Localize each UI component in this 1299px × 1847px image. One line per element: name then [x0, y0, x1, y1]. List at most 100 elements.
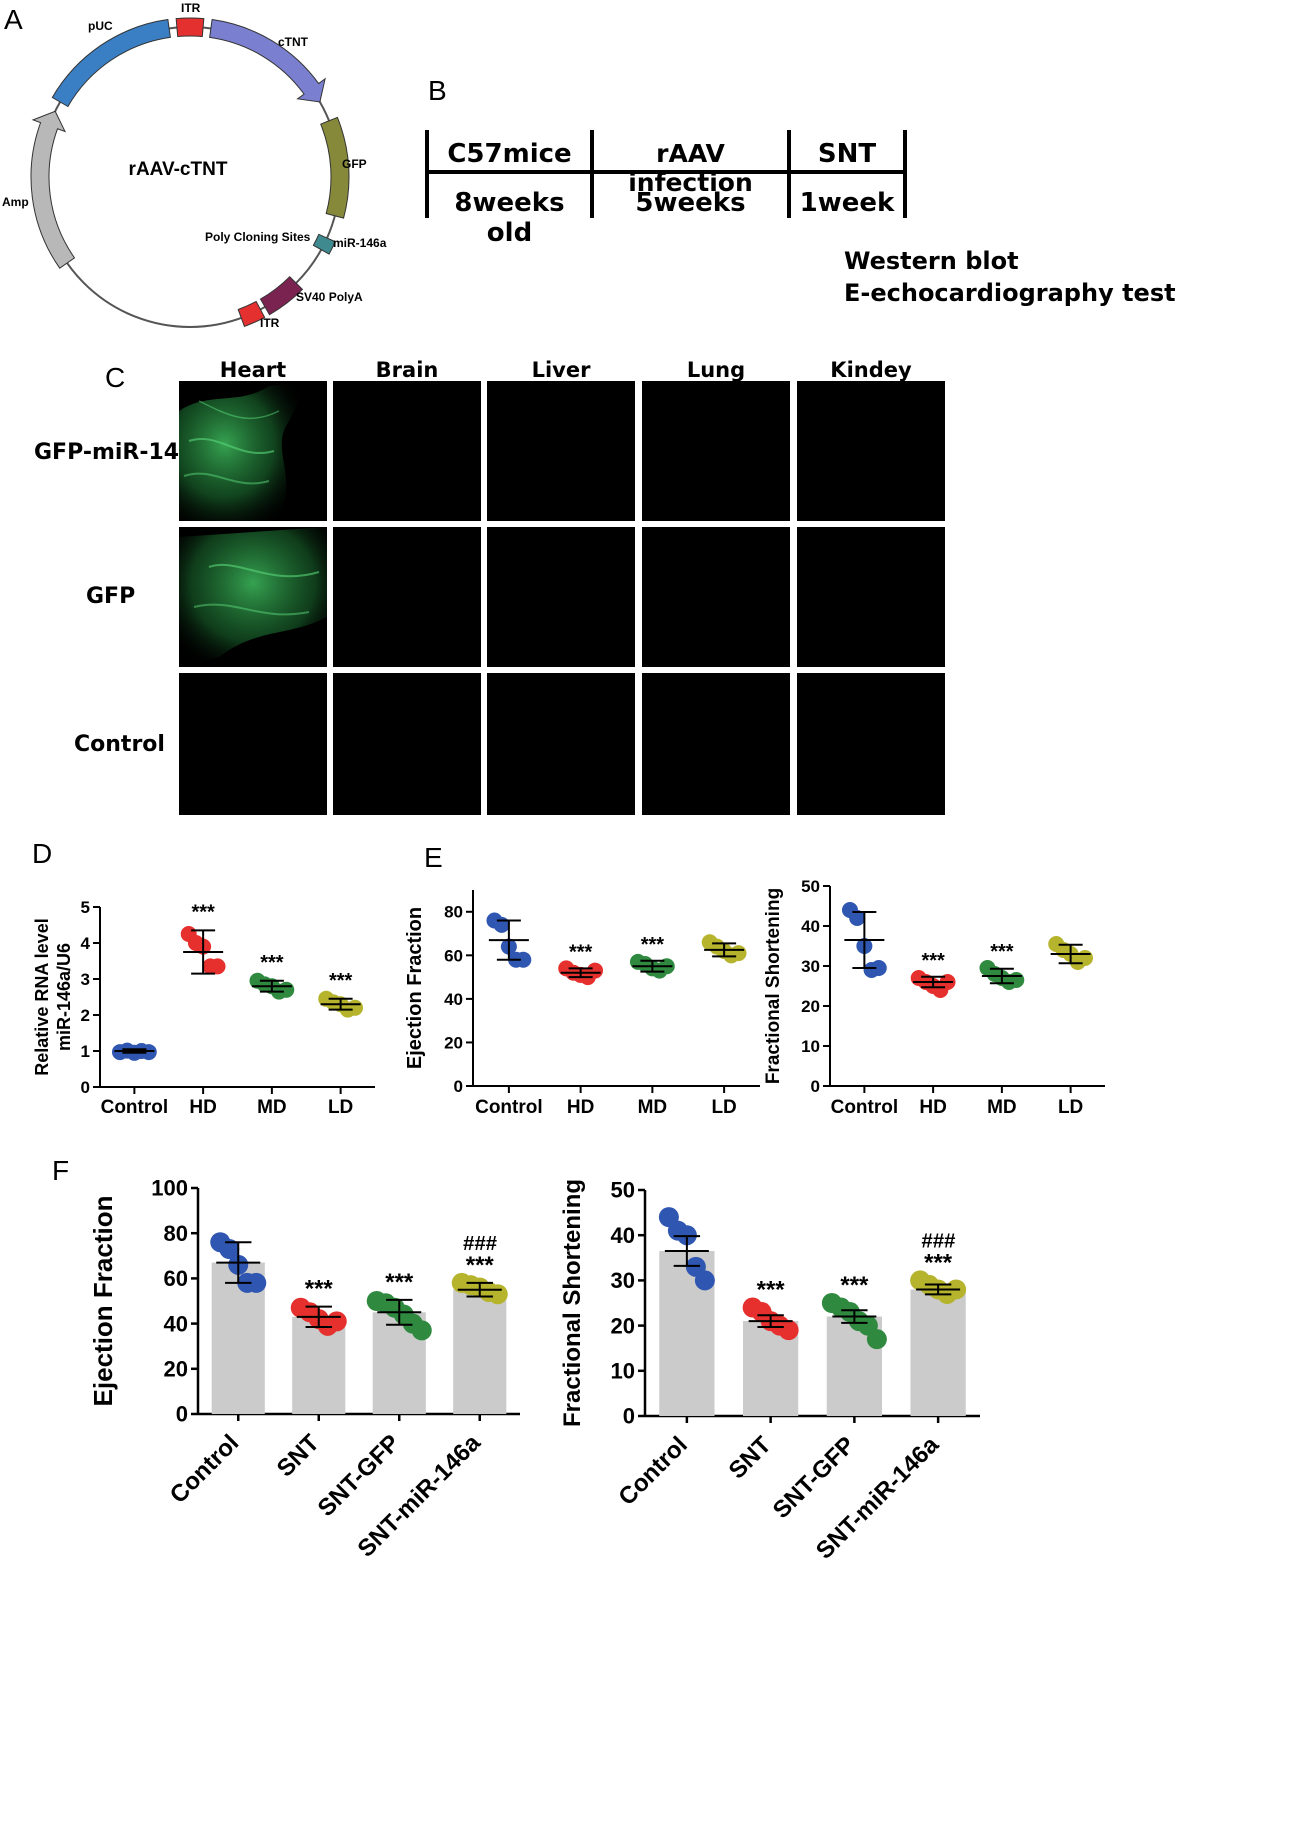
significance-label: ***	[921, 950, 945, 972]
x-tick-label-1: HD	[567, 1097, 594, 1118]
tile-control-kindey	[797, 673, 945, 815]
y-axis-label: Ejection Fraction	[404, 907, 426, 1069]
bar-1	[292, 1316, 346, 1414]
plasmid-center-label: rAAV-cTNT	[129, 159, 228, 180]
panel-letter-c: C	[105, 362, 126, 393]
col-kindey: Kindey	[830, 358, 912, 382]
data-point	[219, 1239, 240, 1260]
y-tick-label-1: 1	[81, 1042, 90, 1061]
data-point	[347, 999, 364, 1016]
timeline-tick-0	[425, 130, 429, 218]
label-amp: Amp	[2, 195, 29, 209]
label-itr-top: ITR	[181, 1, 201, 15]
significance-label: ***	[924, 1249, 953, 1276]
x-tick-label-0: Control	[613, 1431, 692, 1510]
data-point	[587, 962, 604, 979]
y-tick-label-0: 0	[811, 1077, 820, 1096]
y-tick-label-3: 60	[444, 946, 463, 965]
y-tick-label-2: 2	[81, 1006, 90, 1025]
bar-3	[453, 1289, 507, 1414]
row-gfp: GFP	[86, 584, 136, 609]
significance-label: ***	[840, 1272, 869, 1299]
significance-label: ***	[260, 952, 284, 974]
timeline-top-1: rAAV infection	[628, 139, 753, 197]
assay-western: Western blot	[844, 247, 1019, 275]
tile-control-lung	[642, 673, 790, 815]
y-tick-label-5: 50	[801, 877, 820, 896]
plasmid-arc-ctnt	[209, 18, 326, 103]
heart-fluorescence-2	[179, 527, 327, 667]
tile-gfp-lung	[642, 527, 790, 667]
significance-label: ***	[191, 901, 215, 923]
significance-label: ***	[990, 941, 1014, 963]
label-gfp: GFP	[342, 157, 367, 171]
tile-gfp-kindey	[797, 527, 945, 667]
y-tick-label-5: 5	[81, 898, 90, 917]
significance-label: ***	[329, 970, 353, 992]
y-tick-label-4: 80	[164, 1221, 188, 1246]
plasmid-arc-amp	[30, 110, 76, 269]
y-axis-label: Fractional Shortening	[559, 1179, 586, 1427]
plasmid-arc-sv40	[259, 275, 304, 316]
x-tick-label-1: HD	[919, 1097, 946, 1118]
x-tick-label-0: Control	[165, 1429, 244, 1508]
y-tick-label-4: 80	[444, 903, 463, 922]
data-point	[246, 1272, 267, 1293]
bar-3	[910, 1289, 966, 1416]
y-tick-label-2: 20	[611, 1313, 635, 1338]
significance-label: ***	[466, 1252, 495, 1279]
timeline-tick-3	[903, 130, 907, 218]
data-point	[730, 945, 747, 962]
data-point	[1008, 972, 1025, 988]
y-axis-label: Relative RNA level	[32, 918, 52, 1075]
col-lung: Lung	[686, 358, 746, 382]
x-tick-label-3: LD	[328, 1097, 353, 1118]
timeline-tick-1	[590, 130, 594, 218]
y-tick-label-3: 30	[801, 957, 820, 976]
x-tick-label-3: LD	[711, 1097, 736, 1118]
y-tick-label-0: 0	[623, 1404, 635, 1429]
timeline-bottom-1: 5weeks	[635, 188, 746, 218]
y-axis-label: miR-146a/U6	[54, 943, 74, 1051]
x-tick-label-2: MD	[638, 1097, 668, 1118]
label-mir: miR-146a	[333, 236, 387, 250]
tile-gfp-brain	[333, 527, 481, 667]
x-tick-label-2: MD	[257, 1097, 287, 1118]
panel-letter-e: E	[424, 842, 443, 873]
y-tick-label-4: 4	[81, 934, 91, 953]
y-axis-label: Fractional Shortening	[763, 888, 784, 1084]
panel-letter-d: D	[32, 838, 53, 869]
y-axis-label: Ejection Fraction	[88, 1196, 118, 1407]
col-liver: Liver	[531, 358, 591, 382]
x-tick-label-1: SNT	[724, 1431, 777, 1484]
tile-gfp-mir-brain	[333, 381, 481, 521]
plasmid-map: rAAV-cTNT pUC ITR cTNT GFP Poly Cloning …	[2, 1, 387, 330]
y-tick-label-3: 30	[611, 1268, 635, 1293]
chart-f-ejection: 0 20 40 60 80 100 Ejection Fraction Control SNT *…	[88, 1176, 520, 1563]
chart-d: 0 1 2 3 4 5 Relative RNA level miR-146a/U6 Contr…	[32, 898, 375, 1118]
tile-gfp-mir-heart	[179, 381, 327, 521]
data-point	[694, 1270, 715, 1291]
y-tick-label-0: 0	[81, 1078, 90, 1097]
x-tick-label-2: MD	[987, 1097, 1017, 1118]
tile-gfp-mir-kindey	[797, 381, 945, 521]
y-tick-label-5: 50	[611, 1178, 635, 1203]
y-tick-label-2: 40	[164, 1311, 188, 1336]
col-heart: Heart	[219, 358, 287, 382]
data-point	[278, 981, 295, 998]
timeline-top-0: C57mice	[447, 139, 572, 169]
data-point	[778, 1320, 799, 1341]
panel-letter-b: B	[428, 75, 447, 106]
timeline-tick-2	[787, 130, 791, 218]
timeline-bottom-0: 8weeks old	[454, 188, 565, 248]
data-point	[870, 960, 887, 976]
data-point	[849, 910, 866, 926]
y-tick-label-1: 10	[611, 1359, 635, 1384]
label-puc: pUC	[88, 19, 113, 33]
assay-echo: E-echocardiography test	[844, 279, 1176, 307]
data-point	[209, 958, 226, 975]
y-tick-label-1: 20	[444, 1033, 463, 1052]
x-tick-label-1: HD	[189, 1097, 216, 1118]
plasmid-arc-itr-top	[175, 17, 205, 38]
tile-control-brain	[333, 673, 481, 815]
